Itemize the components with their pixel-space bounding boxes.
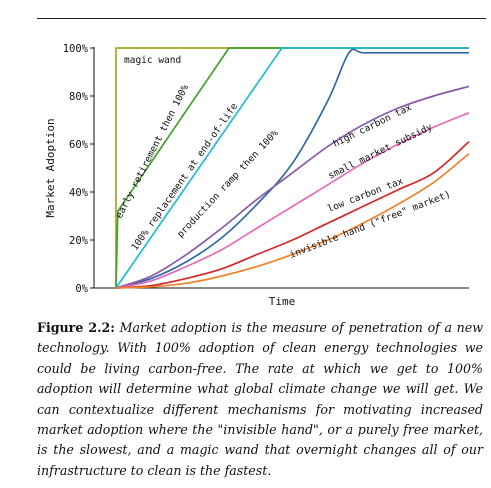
y-tick-label: 80% xyxy=(69,91,89,103)
series-line-5 xyxy=(115,112,470,289)
market-adoption-chart: 0% 20% 40% 60% 80% 100% Market Adoption Time ma… xyxy=(44,43,470,308)
series-label-5: small market subsidy xyxy=(326,122,434,182)
series-line-4 xyxy=(115,85,470,289)
y-axis-title: Market Adoption xyxy=(44,118,57,217)
series-line-7 xyxy=(115,152,470,289)
y-tick-label: 20% xyxy=(69,235,89,247)
figure-caption: Figure 2.2: Market adoption is the measu… xyxy=(37,318,483,481)
y-tick-label: 60% xyxy=(69,139,89,151)
series-line-3 xyxy=(115,48,469,289)
series-label-6: low carbon tax xyxy=(326,176,405,215)
y-tick-label: 100% xyxy=(63,43,89,55)
caption-text: Market adoption is the measure of penetr… xyxy=(37,320,483,478)
series-line-6 xyxy=(115,140,470,289)
x-axis-title: Time xyxy=(269,295,296,308)
series-label-1: early retirement then 100% xyxy=(114,83,191,221)
series-label-0: magic wand xyxy=(124,55,181,66)
series-line-2 xyxy=(115,47,469,289)
series-label-7: invisible hand ("free" market) xyxy=(288,189,452,261)
y-tick-label: 40% xyxy=(69,187,89,199)
caption-label: Figure 2.2: xyxy=(37,320,115,335)
y-tick-label: 0% xyxy=(75,283,88,295)
top-rule xyxy=(37,18,486,20)
